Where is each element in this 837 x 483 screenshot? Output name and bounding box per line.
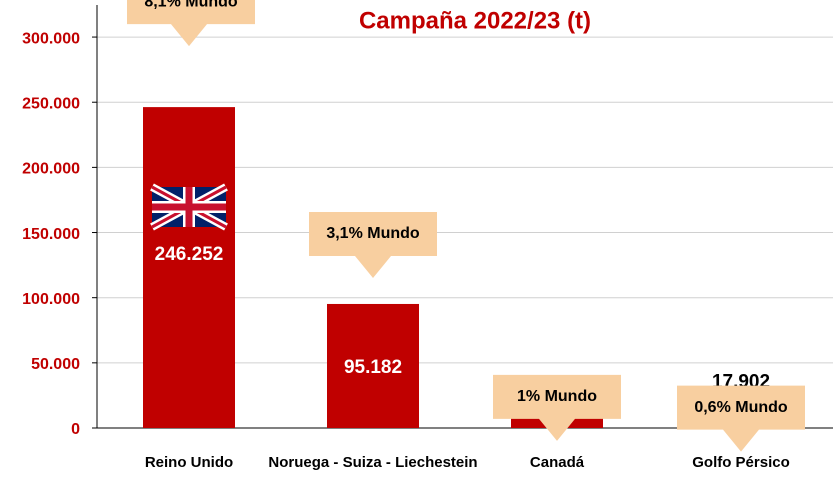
callout-text: 3,1% Mundo xyxy=(326,225,420,242)
callout-shape xyxy=(127,0,255,47)
value-label: 95.182 xyxy=(344,357,402,378)
x-tick-label: Noruega - Suiza - Liechestein xyxy=(268,454,477,471)
callout-shape xyxy=(309,211,437,278)
flag-cross-red xyxy=(152,187,226,227)
y-tick-label: 250.000 xyxy=(22,95,80,112)
y-tick-label: 200.000 xyxy=(22,161,80,178)
callout-text: 0,6% Mundo xyxy=(694,399,788,416)
flag xyxy=(150,183,228,231)
callout: 0,6% Mundo xyxy=(677,385,805,452)
x-tick-label: Reino Unido xyxy=(145,454,233,471)
callout: 8,1% Mundo xyxy=(127,0,255,47)
y-tick-label: 50.000 xyxy=(31,356,80,373)
x-tick-label: Golfo Pérsico xyxy=(692,454,790,471)
y-tick-label: 150.000 xyxy=(22,226,80,243)
callout-text: 8,1% Mundo xyxy=(144,0,238,10)
callout: 1% Mundo xyxy=(493,374,621,441)
y-tick-label: 300.000 xyxy=(22,30,80,47)
y-tick-label: 100.000 xyxy=(22,291,80,308)
callout: 3,1% Mundo xyxy=(309,211,437,278)
value-label: 246.252 xyxy=(155,244,224,265)
bar xyxy=(327,303,419,428)
chart-title: Campaña 2022/23 (t) xyxy=(359,7,591,34)
callout-text: 1% Mundo xyxy=(517,388,597,405)
callout-shape xyxy=(677,385,805,452)
bar xyxy=(143,107,235,429)
y-tick-label: 0 xyxy=(71,421,80,438)
x-tick-label: Canadá xyxy=(530,454,585,471)
callout-shape xyxy=(493,374,621,441)
